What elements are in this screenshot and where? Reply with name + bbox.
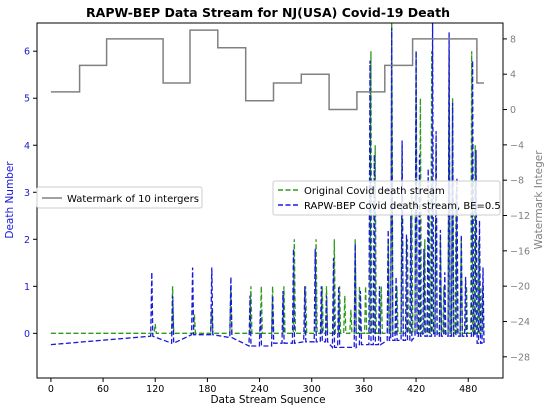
y-left-tick-label: 2 — [24, 235, 30, 246]
y-left-tick-label: 0 — [24, 329, 30, 340]
y-axis-left-label: Death Number — [4, 161, 16, 239]
x-tick-label: 240 — [250, 384, 268, 395]
x-axis-label: Data Stream Squence — [210, 394, 325, 406]
y-right-tick-label: −4 — [510, 140, 524, 151]
y-left-tick-label: 4 — [24, 141, 30, 152]
x-tick-label: 480 — [459, 384, 477, 395]
y-left-tick-label: 6 — [24, 47, 30, 58]
chart-title: RAPW-BEP Data Stream for NJ(USA) Covid-1… — [86, 5, 450, 20]
x-tick-label: 300 — [303, 384, 321, 395]
y-left-tick-label: 3 — [24, 188, 30, 199]
y-right-tick-label: −28 — [510, 352, 530, 363]
y-left-tick-label: 5 — [24, 94, 30, 105]
legend-label-original: Original Covid death stream — [304, 186, 445, 197]
legend-watermark: Watermark of 10 intergers — [36, 186, 203, 209]
x-tick-label: 360 — [355, 384, 373, 395]
x-axis: 0 60 120 180 240 300 360 420 480 — [48, 378, 477, 395]
legend-streams: Original Covid death stream RAPW-BEP Cov… — [272, 180, 501, 216]
series-rapw-line — [50, 22, 485, 350]
y-left-tick-label: 1 — [24, 282, 30, 293]
x-tick-label: 60 — [97, 384, 109, 395]
legend-box-watermark — [36, 186, 203, 209]
y-axis-right: 8 4 0 −4 −8 −12 −16 −20 −24 −28 — [503, 34, 530, 363]
x-tick-label: 180 — [198, 384, 216, 395]
y-right-tick-label: 8 — [510, 34, 516, 45]
y-axis-right-label: Watermark Integer — [533, 150, 545, 250]
legend-box-streams — [272, 180, 501, 216]
y-right-tick-label: −8 — [510, 176, 524, 187]
x-tick-label: 420 — [407, 384, 425, 395]
y-right-tick-label: −24 — [510, 317, 530, 328]
y-right-tick-label: 4 — [510, 70, 516, 81]
legend-label-rapw: RAPW-BEP Covid death stream, BE=0.5 — [304, 201, 501, 212]
series-watermark-line — [50, 29, 484, 111]
plot-lines — [50, 22, 485, 350]
y-axis-left: 0 1 2 3 4 5 6 — [24, 47, 37, 340]
x-tick-label: 120 — [146, 384, 164, 395]
y-right-tick-label: −12 — [510, 211, 530, 222]
y-right-tick-label: −20 — [510, 282, 530, 293]
legend-label-watermark: Watermark of 10 intergers — [67, 194, 199, 205]
y-right-tick-label: 0 — [510, 105, 516, 116]
y-right-tick-label: −16 — [510, 246, 530, 257]
x-tick-label: 0 — [48, 384, 54, 395]
